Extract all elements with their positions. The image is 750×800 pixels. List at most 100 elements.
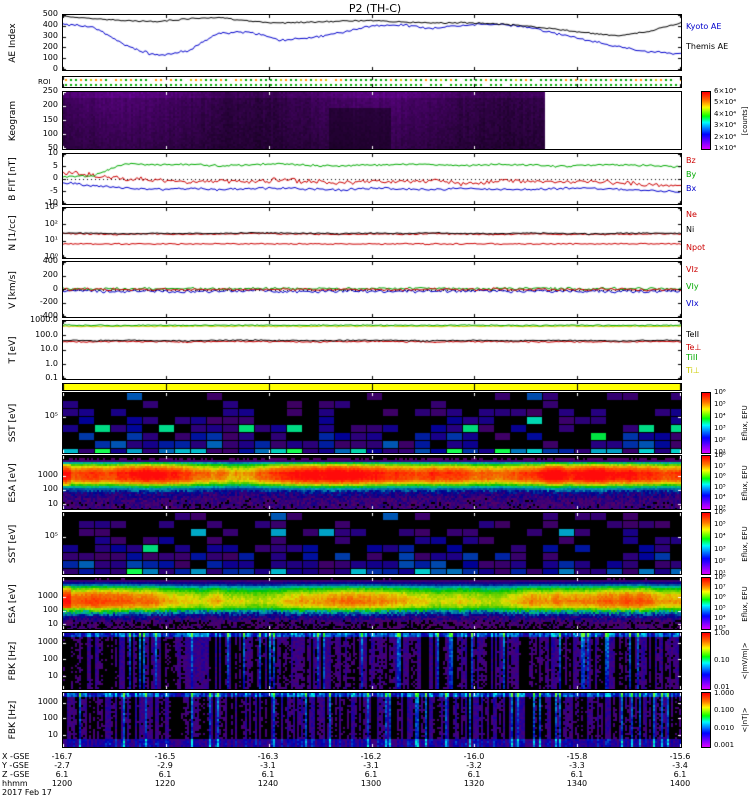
zgse-value: 6.1 <box>673 770 687 779</box>
fbk_b-ytick: 100 <box>42 712 58 722</box>
panel-velocity <box>62 261 682 318</box>
xgse-value: -16.5 <box>154 752 176 761</box>
b_fit-ytick: 5 <box>52 160 58 170</box>
fbk_b-colorbar-tick: 0.001 <box>714 740 735 749</box>
keogram-ytick: 100 <box>42 128 58 138</box>
ae_index-trace-label: Kyoto AE <box>686 21 722 31</box>
ygse-value: -2.7 <box>54 761 70 770</box>
esa_ion-colorbar-tick: 10⁴ <box>714 493 726 502</box>
ygse-value: -3.1 <box>363 761 379 770</box>
xgse-row-label: X -GSE <box>2 752 30 761</box>
velocity-ytick: -400 <box>39 311 58 320</box>
fbk_e-colorbar-gradient <box>702 633 710 689</box>
keogram-colorbar-tick: 1×10⁴ <box>714 144 737 152</box>
zgse-value: 6.1 <box>364 770 378 779</box>
hhmm-value: 1220 <box>154 779 176 788</box>
fbk_b-ytick: 10 <box>47 729 58 739</box>
sst_ion-colorbar-gradient <box>702 393 710 453</box>
hhmm-value: 1320 <box>463 779 485 788</box>
sst_ion-colorbar-tick: 10³ <box>714 424 726 432</box>
velocity-trace-label: VIx <box>686 298 699 308</box>
velocity-ytick: 400 <box>42 256 58 265</box>
esa_ion-ylabel: ESA [eV] <box>8 462 18 503</box>
sst_ion-colorbar-tick: 10⁶ <box>714 388 726 396</box>
sst_electron-colorbar-tick: 10¹ <box>714 569 726 577</box>
panel-b_fit <box>62 153 682 205</box>
roi-plot-canvas <box>63 77 681 87</box>
keogram-colorbar <box>701 91 711 150</box>
sst_ion-colorbar-tick: 10² <box>714 436 726 444</box>
sst_electron-plot-canvas <box>63 513 681 574</box>
panel-esa_ion <box>62 455 682 510</box>
esa_ion-ytick: 10 <box>47 498 58 508</box>
ae_index-ytick: 100 <box>42 53 58 62</box>
b_fit-ytick: -5 <box>50 185 58 195</box>
panel-density <box>62 207 682 259</box>
hhmm-value: 1200 <box>51 779 73 788</box>
esa_ion-colorbar-unit: Eflux, EFU <box>741 464 749 501</box>
velocity-plot-canvas <box>63 262 681 317</box>
sst_ion-ytick: 10⁵ <box>44 411 58 420</box>
esa_electron-colorbar-tick: 10⁴ <box>714 613 726 622</box>
b_fit-ytick: -10 <box>44 198 58 207</box>
keogram-colorbar-tick: 4×10⁴ <box>714 109 737 118</box>
hhmm-value: 1400 <box>669 779 691 788</box>
panel-esa_electron <box>62 577 682 630</box>
velocity-ytick: 200 <box>42 269 58 279</box>
ae_index-ytick: 400 <box>42 20 58 29</box>
panel-ae_index <box>62 14 682 71</box>
fbk_b-colorbar-gradient <box>702 693 710 747</box>
xgse-value: -16.2 <box>360 752 382 761</box>
esa_ion-colorbar-tick: 10⁶ <box>714 472 726 481</box>
b_fit-trace-label: Bx <box>686 184 697 194</box>
b_fit-plot-canvas <box>63 154 681 204</box>
esa_electron-colorbar-tick: 10⁸ <box>714 573 726 581</box>
esa_electron-colorbar-unit: Eflux, EFU <box>741 585 749 622</box>
xgse-value: -15.8 <box>566 752 588 761</box>
fbk_b-colorbar-unit: <|nT|> <box>741 707 749 733</box>
fbk_e-plot-canvas <box>63 633 681 689</box>
xgse-value: -16.0 <box>463 752 485 761</box>
b_fit-ytick: 0 <box>52 173 58 182</box>
fbk_e-colorbar-tick: 1.00 <box>714 629 730 638</box>
keogram-colorbar-tick: 6×10⁴ <box>714 87 737 95</box>
esa_electron-ytick: 10 <box>47 618 58 628</box>
ygse-row-label: Y -GSE <box>2 761 29 770</box>
fbk_b-plot-canvas <box>63 693 681 747</box>
ygse-value: -3.2 <box>466 761 482 770</box>
sst_electron-colorbar-tick: 10⁶ <box>714 508 726 516</box>
zgse-row-label: Z -GSE <box>2 770 30 779</box>
temperature-ytick: 100.0 <box>35 329 58 339</box>
panel-keogram <box>62 91 682 150</box>
panel-fbk_e <box>62 632 682 690</box>
esa_ion-colorbar-tick: 10⁷ <box>714 461 726 470</box>
sst_electron-colorbar-tick: 10⁴ <box>714 532 726 541</box>
fbk_e-colorbar-tick: 0.01 <box>714 682 730 691</box>
sst_ion-colorbar-tick: 10⁵ <box>714 400 726 408</box>
temperature-plot-canvas <box>63 321 681 379</box>
fbk_e-colorbar-unit: <|mV/m|> <box>741 642 749 680</box>
keogram-colorbar-gradient <box>702 92 710 149</box>
sst_electron-colorbar-gradient <box>702 513 710 574</box>
esa_ion-colorbar-tick: 10³ <box>714 504 726 512</box>
esa_ion-colorbar-tick: 10⁵ <box>714 482 726 491</box>
ae_index-ytick: 0 <box>52 64 58 73</box>
esa_electron-colorbar-tick: 10⁶ <box>714 593 726 602</box>
esa_electron-colorbar-tick: 10⁵ <box>714 603 726 612</box>
panel-sst_ion <box>62 392 682 454</box>
keogram-colorbar-tick: 3×10⁴ <box>714 121 737 130</box>
velocity-trace-label: VIz <box>686 264 699 274</box>
b_fit-ytick: 10 <box>47 148 58 157</box>
sst_electron-ylabel: SST [eV] <box>8 524 18 563</box>
b_fit-trace-label: Bz <box>686 155 696 165</box>
ygse-value: -3.1 <box>260 761 276 770</box>
esa_electron-ytick: 100 <box>42 605 58 615</box>
density-trace-label: Npot <box>686 242 706 252</box>
density-ytick: 10¹ <box>44 235 58 245</box>
esa_electron-colorbar <box>701 577 711 630</box>
zgse-value: 6.1 <box>261 770 275 779</box>
zgse-value: 6.1 <box>55 770 69 779</box>
sst_ion-colorbar-tick: 10¹ <box>714 448 726 456</box>
fbk_b-ytick: 1000 <box>37 696 58 706</box>
hhmm-value: 1300 <box>360 779 382 788</box>
